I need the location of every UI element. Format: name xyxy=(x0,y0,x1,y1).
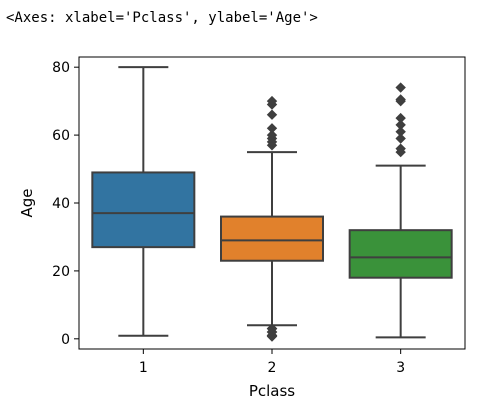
outlier-point xyxy=(266,129,278,141)
x-tick-label: 3 xyxy=(396,360,405,376)
outlier-point xyxy=(266,109,278,120)
outlier-point xyxy=(395,94,406,105)
outlier-point xyxy=(395,112,406,124)
axes: 0 20 40 60 80 1 2 3 xyxy=(52,56,466,376)
outlier-point xyxy=(266,95,278,107)
y-axis-label: Age xyxy=(18,188,36,217)
outlier-point xyxy=(395,82,406,93)
box-group-pclass-2 xyxy=(220,95,324,342)
iqr-box xyxy=(348,229,453,279)
outlier-point xyxy=(266,123,278,134)
iqr-box xyxy=(91,171,196,249)
outlier-point xyxy=(395,126,406,137)
y-tick-label: 40 xyxy=(52,196,70,212)
outlier-point xyxy=(395,119,406,131)
iqr-box xyxy=(220,215,324,262)
y-tick-label: 60 xyxy=(52,128,70,144)
plot-area xyxy=(91,66,453,342)
x-tick-label: 1 xyxy=(139,360,148,376)
outlier-point xyxy=(395,143,406,154)
box-group-pclass-1 xyxy=(91,66,196,337)
x-axis-label: Pclass xyxy=(249,382,295,400)
outlier-point xyxy=(395,133,406,144)
y-tick-label: 20 xyxy=(52,264,70,280)
outlier-point xyxy=(266,323,278,334)
box-group-pclass-3 xyxy=(348,82,453,339)
output-repr-text: <Axes: xlabel='Pclass', ylabel='Age'> xyxy=(6,10,318,26)
y-tick-label: 80 xyxy=(52,60,70,76)
y-tick-label: 0 xyxy=(61,332,70,348)
x-tick-label: 2 xyxy=(268,360,277,376)
